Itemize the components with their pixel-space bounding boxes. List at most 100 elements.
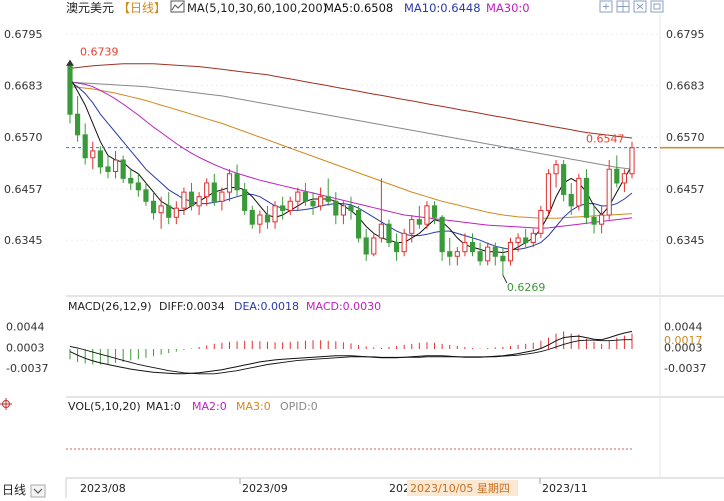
candle-body <box>439 216 445 253</box>
maximize-panel-icon[interactable] <box>650 0 664 13</box>
price-tick-left: 0.6683 <box>4 79 43 92</box>
macd-hist-value: MACD:0.0030 <box>306 300 381 313</box>
candle-body <box>90 150 96 159</box>
candle-body <box>310 200 316 207</box>
candle-body <box>287 200 293 211</box>
price-tick-right: 0.6795 <box>666 28 705 41</box>
candle-body <box>348 205 354 211</box>
candle-body <box>576 177 582 207</box>
candle-body <box>143 189 149 202</box>
period-button-label: 日线 <box>2 483 26 497</box>
macd-label: MACD(26,12,9) <box>68 300 152 313</box>
candle-body <box>530 232 536 244</box>
ma200-line <box>69 63 633 139</box>
cursor-date-label: 2023/10/05 星期四 <box>410 482 510 495</box>
candle-body <box>325 196 331 202</box>
price-axis-right: 0.6795 0.6683 0.6570 0.6457 0.6345 <box>666 28 705 247</box>
date-label-aug: 2023/08 <box>80 482 126 495</box>
candle-body <box>173 207 179 218</box>
candle-body <box>196 196 202 207</box>
macd-tick-left: 0.0003 <box>6 341 45 354</box>
candle-body <box>454 251 460 257</box>
candle-body <box>409 219 415 234</box>
vol-ma3-value: MA3:0 <box>236 400 271 413</box>
candle-body <box>485 246 491 262</box>
low-marker-leader <box>502 274 508 284</box>
date-label-oct: 202 <box>389 482 410 495</box>
high-marker-icon <box>66 59 74 66</box>
candle-body <box>318 196 324 207</box>
candle-body <box>591 216 597 225</box>
macd-dea-line <box>69 339 632 375</box>
candle-body <box>295 191 301 202</box>
macd-dea-value: DEA:0.0018 <box>234 300 299 313</box>
candle-body <box>629 147 635 175</box>
price-tick-right: 0.6457 <box>666 183 705 196</box>
candle-body <box>378 223 384 239</box>
vol-opid-value: OPID:0 <box>280 400 318 413</box>
ma5-value: MA5:0.6508 <box>324 1 393 15</box>
candle-body <box>97 150 103 168</box>
last-price-label: 0.6547 <box>586 133 625 146</box>
price-tick-left: 0.6570 <box>4 131 43 144</box>
candle-body <box>272 205 278 223</box>
candle-body <box>606 168 612 216</box>
candle-body <box>545 173 552 211</box>
candle-body <box>204 182 210 198</box>
price-tick-left: 0.6345 <box>4 234 43 247</box>
macd-diff-line <box>69 330 633 375</box>
candle-body <box>135 182 141 191</box>
candle-body <box>515 237 521 244</box>
layout-toggle-icon[interactable] <box>599 0 613 13</box>
candle-body <box>492 246 498 257</box>
candle-body <box>302 191 309 202</box>
candle-body <box>166 205 172 218</box>
vol-ma2-value: MA2:0 <box>192 400 227 413</box>
ma100-line <box>69 81 633 170</box>
candle-body <box>340 205 346 216</box>
macd-tick-left: -0.0037 <box>6 362 48 375</box>
candle-body <box>416 219 422 225</box>
close-panel-icon[interactable] <box>633 0 647 13</box>
candle-body <box>386 223 392 244</box>
candle-body <box>181 191 187 209</box>
candle-body <box>477 251 483 262</box>
period-label: 【日线】 <box>118 1 166 15</box>
ma-settings-icon[interactable] <box>170 0 185 13</box>
candle-body <box>67 65 73 115</box>
low-price-label: 0.6269 <box>507 281 546 294</box>
candle-body <box>112 159 119 172</box>
candle-body <box>431 205 438 218</box>
date-label-nov: 2023/11 <box>542 482 588 495</box>
date-label-sep: 2023/09 <box>242 482 288 495</box>
candle-body <box>280 205 286 211</box>
candle-body <box>553 164 559 175</box>
split-view-icon[interactable] <box>616 0 630 13</box>
candle-body <box>393 242 400 253</box>
macd-lines <box>69 330 633 375</box>
candle-body <box>363 237 369 255</box>
macd-tick-left: 0.0044 <box>6 320 45 333</box>
crosshair-icon[interactable] <box>0 398 12 410</box>
ma-legend-label: MA(5,10,30,60,100,200) <box>187 1 327 15</box>
macd-tick-right: -0.0037 <box>664 362 706 375</box>
symbol-title: 澳元美元 <box>66 1 114 15</box>
candle-body <box>424 205 430 225</box>
candle-body <box>614 168 620 184</box>
candle-body <box>333 200 339 216</box>
period-button[interactable]: 日线 <box>2 483 46 498</box>
candle-body <box>234 173 240 191</box>
candle-body <box>507 242 514 262</box>
macd-tick-right: 0.0044 <box>664 320 703 333</box>
candle-body <box>621 173 627 184</box>
candle-body <box>158 205 164 214</box>
candle-body <box>219 191 225 202</box>
candle-body <box>120 159 126 179</box>
high-price-label: 0.6739 <box>80 46 119 59</box>
chevron-down-icon <box>33 488 43 494</box>
candle-body <box>500 255 506 262</box>
macd-axis-right: 0.0044 0.0003 -0.0037 <box>664 320 706 375</box>
